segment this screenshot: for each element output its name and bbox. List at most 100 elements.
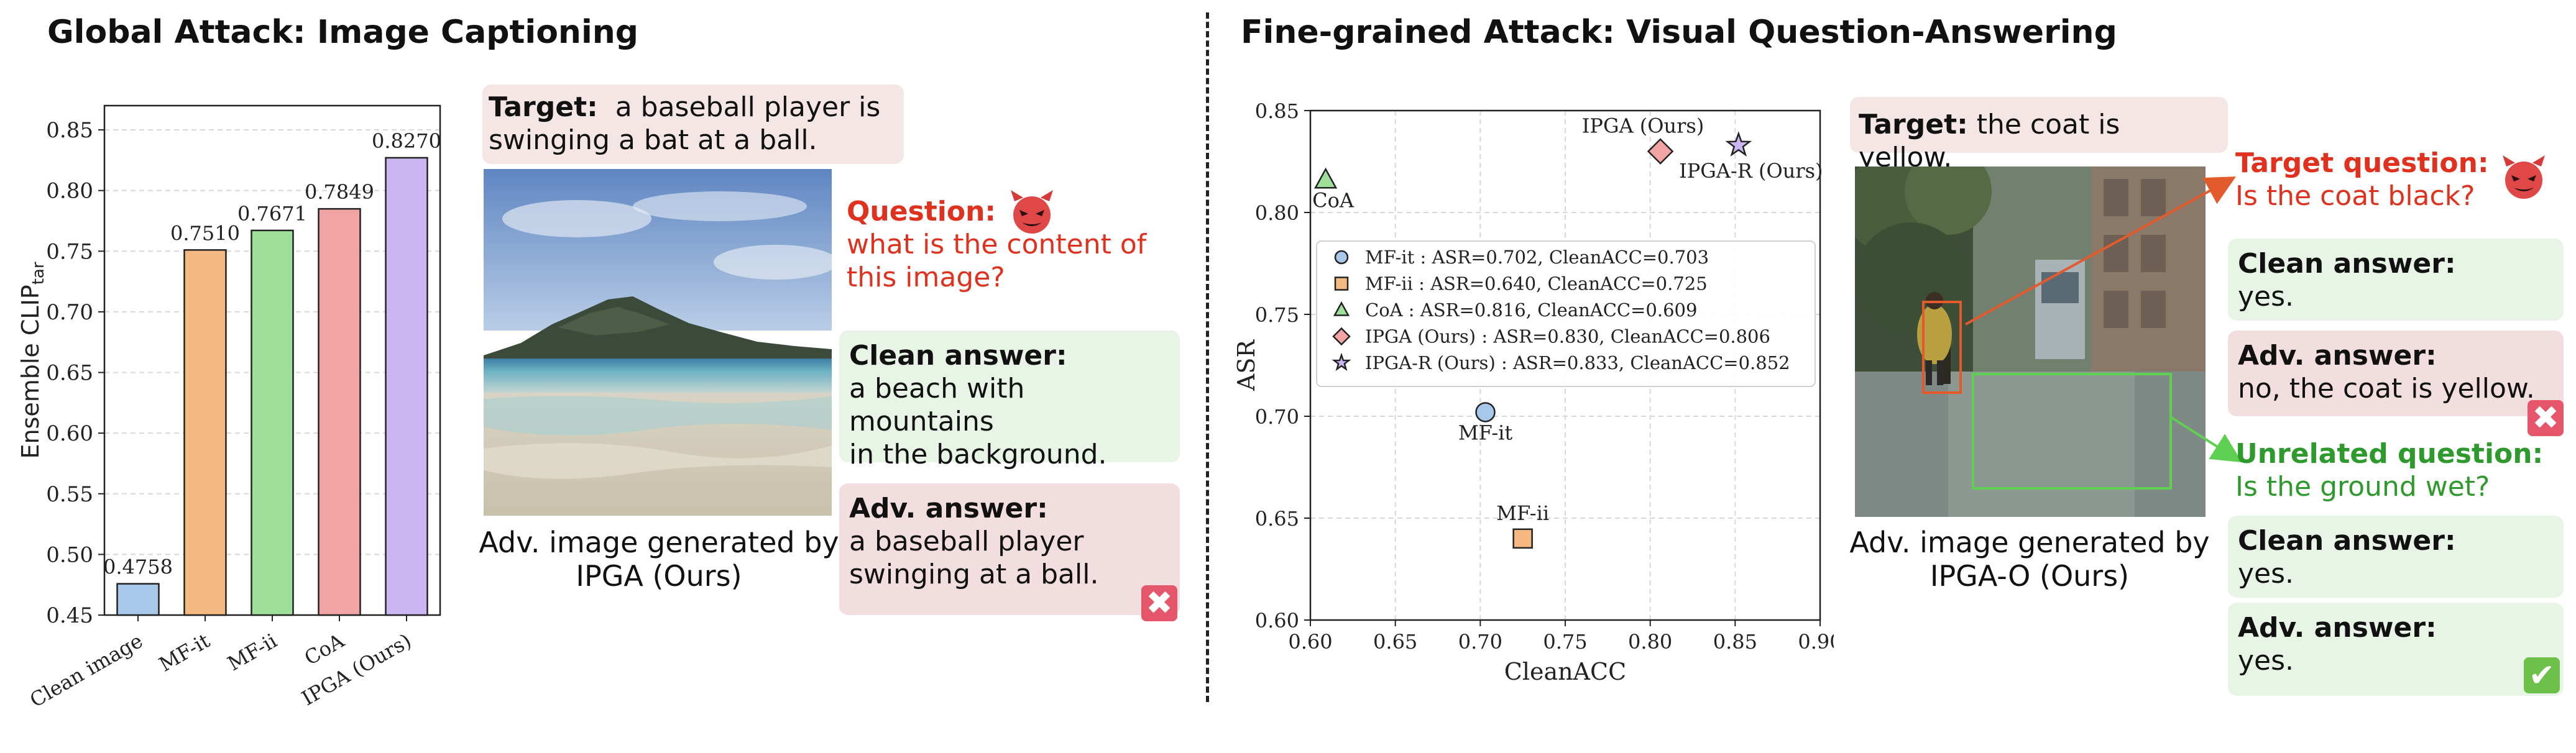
bar-ytick-label: 0.55 — [46, 482, 93, 507]
scatter-xtick-label: 0.60 — [1288, 630, 1332, 654]
clean-answer-line1: a beach with mountains — [849, 373, 1025, 437]
vqa-clean-answer-1: Clean answer: yes. — [2228, 239, 2564, 321]
legend-entry: MF-ii : ASR=0.640, CleanACC=0.725 — [1365, 273, 1708, 294]
target-text-line1: a baseball player is — [615, 91, 881, 123]
legend-marker — [1334, 276, 1349, 291]
street-photo-drawing — [1855, 167, 2206, 517]
scatter-point-label: CoA — [1312, 189, 1355, 212]
scatter-xtick-label: 0.75 — [1543, 630, 1587, 654]
adv-answer-line2: swinging at a ball. — [849, 559, 1099, 590]
scatter-xtick-label: 0.90 — [1798, 630, 1834, 654]
bar-category-label: CoA — [300, 629, 349, 670]
caption-target-box: Target: a baseball player is swinging a … — [482, 84, 904, 164]
caption-image-caption-line1: Adv. image generated by — [479, 526, 839, 559]
adversarial-beach-image — [484, 169, 832, 516]
vqa-arrows — [1965, 176, 2242, 463]
legend-marker — [1332, 327, 1351, 346]
adv-answer-line1: a baseball player — [849, 526, 1084, 557]
vqa-clean1-label: Clean answer: — [2238, 248, 2456, 280]
scatter-legend-box — [1316, 240, 1816, 387]
vqa-adv1-label: Adv. answer: — [2238, 340, 2437, 372]
adv-answer-label: Adv. answer: — [849, 493, 1048, 524]
question-block: Question: what is the content of this im… — [847, 195, 1146, 294]
vqa-adv2-text: yes. — [2238, 645, 2294, 677]
vqa-target-question: Target question: Is the coat black? — [2235, 147, 2489, 212]
caption-adv-answer-box: Adv. answer: a baseball player swinging … — [839, 483, 1180, 615]
bar-value-label: 0.7510 — [170, 221, 240, 245]
target-label: Target: — [489, 91, 598, 123]
vqa-adv-answer-1: Adv. answer: no, the coat is yellow. — [2228, 331, 2564, 416]
vqa-clean2-label: Clean answer: — [2238, 525, 2456, 557]
bar-value-label: 0.4758 — [103, 555, 173, 579]
scatter-ylabel: ASR — [1233, 339, 1260, 391]
bar-coa — [318, 208, 361, 616]
bar-category-label: MF-ii — [224, 629, 281, 675]
bar-mf-it — [183, 249, 227, 616]
scatter-ytick-label: 0.85 — [1255, 99, 1299, 123]
scatter-point-ipga-r-ours — [1725, 131, 1752, 157]
scatter-chart: 0.60 0.65 0.70 0.75 0.80 0.85 0.90 0.60 0.65 0.70… — [1233, 99, 1834, 685]
scatter-plot-frame — [1309, 109, 1821, 621]
question-label: Question: — [847, 196, 996, 227]
vqa-target-box: Target: the coat is yellow. — [1850, 97, 2228, 173]
bar-ytick-label: 0.85 — [46, 118, 93, 143]
unrelated-question-label: Unrelated question: — [2235, 438, 2544, 470]
bar-value-label: 0.8270 — [372, 129, 441, 153]
target-question-label: Target question: — [2235, 147, 2489, 179]
caption-clean-answer-box: Clean answer: a beach with mountains in … — [839, 331, 1180, 470]
scatter-point-mf-ii — [1512, 528, 1533, 549]
clean-answer-line2: in the background. — [849, 439, 1107, 470]
scatter-xtick-label: 0.70 — [1458, 630, 1502, 654]
vqa-clean1-text: yes. — [2238, 281, 2294, 313]
target-question-text: Is the coat black? — [2235, 180, 2475, 212]
bar-value-label: 0.7671 — [237, 202, 307, 226]
scatter-point-coa — [1313, 167, 1338, 189]
right-section-title: Fine-grained Attack: Visual Question-Ans… — [1241, 14, 2117, 51]
caption-image-caption: Adv. image generated by IPGA (Ours) — [479, 526, 839, 593]
vqa-adv2-label: Adv. answer: — [2238, 612, 2437, 644]
legend-marker — [1334, 250, 1349, 265]
bar-ytick-label: 0.70 — [46, 300, 93, 325]
devil-emoji-icon — [1011, 190, 1053, 234]
question-text-line2: this image? — [847, 262, 1005, 293]
bar-ytick-label: 0.75 — [46, 239, 93, 264]
bar-ytick-label: 0.50 — [46, 542, 93, 567]
bar-ytick-label: 0.65 — [46, 361, 93, 386]
vqa-clean2-text: yes. — [2238, 558, 2294, 590]
scatter-ytick-label: 0.80 — [1255, 201, 1299, 225]
target-text-line2: swinging a bat at a ball. — [489, 124, 817, 156]
vqa-image-caption-line1: Adv. image generated by — [1849, 526, 2210, 559]
vqa-image-caption: Adv. image generated by IPGA-O (Ours) — [1846, 526, 2213, 593]
scatter-ytick-label: 0.60 — [1255, 609, 1299, 632]
legend-marker — [1332, 352, 1351, 372]
scatter-xlabel: CleanACC — [1504, 658, 1626, 685]
legend-entry: CoA : ASR=0.816, CleanACC=0.609 — [1365, 299, 1697, 321]
scatter-point-label: IPGA (Ours) — [1582, 114, 1704, 138]
scatter-xtick-label: 0.85 — [1713, 630, 1757, 654]
scatter-point-mf-it — [1475, 402, 1496, 422]
bar-mf-ii — [251, 229, 294, 616]
bar-ytick-label: 0.45 — [46, 603, 93, 628]
scatter-point-label: IPGA-R (Ours) — [1679, 159, 1823, 183]
legend-entry: IPGA (Ours) : ASR=0.830, CleanACC=0.806 — [1365, 326, 1770, 347]
scatter-ytick-label: 0.70 — [1255, 405, 1299, 429]
scatter-ytick-label: 0.65 — [1255, 507, 1299, 531]
legend-marker — [1333, 301, 1350, 316]
bar-ytick-label: 0.80 — [46, 179, 93, 204]
legend-entry: MF-it : ASR=0.702, CleanACC=0.703 — [1365, 247, 1709, 268]
left-section-title: Global Attack: Image Captioning — [47, 14, 639, 51]
vqa-adv1-text: no, the coat is yellow. — [2238, 373, 2535, 404]
vqa-clean-answer-2: Clean answer: yes. — [2228, 516, 2564, 598]
scatter-xtick-label: 0.80 — [1628, 630, 1672, 654]
bar-category-label: Clean image — [26, 629, 147, 708]
vqa-unrelated-question: Unrelated question: Is the ground wet? — [2235, 437, 2543, 503]
vqa-target-text: the coat is yellow. — [1859, 109, 2120, 173]
beach-photo-drawing — [484, 169, 832, 516]
scatter-point-label: MF-ii — [1496, 501, 1549, 525]
vqa-adv-answer-2: Adv. answer: yes. — [2228, 603, 2564, 696]
caption-image-caption-line2: IPGA (Ours) — [576, 559, 742, 593]
section-divider — [1206, 12, 1209, 702]
devil-emoji-icon — [2503, 155, 2545, 199]
unrelated-question-text: Is the ground wet? — [2235, 471, 2490, 503]
vqa-image-caption-line2: IPGA-O (Ours) — [1930, 559, 2130, 593]
